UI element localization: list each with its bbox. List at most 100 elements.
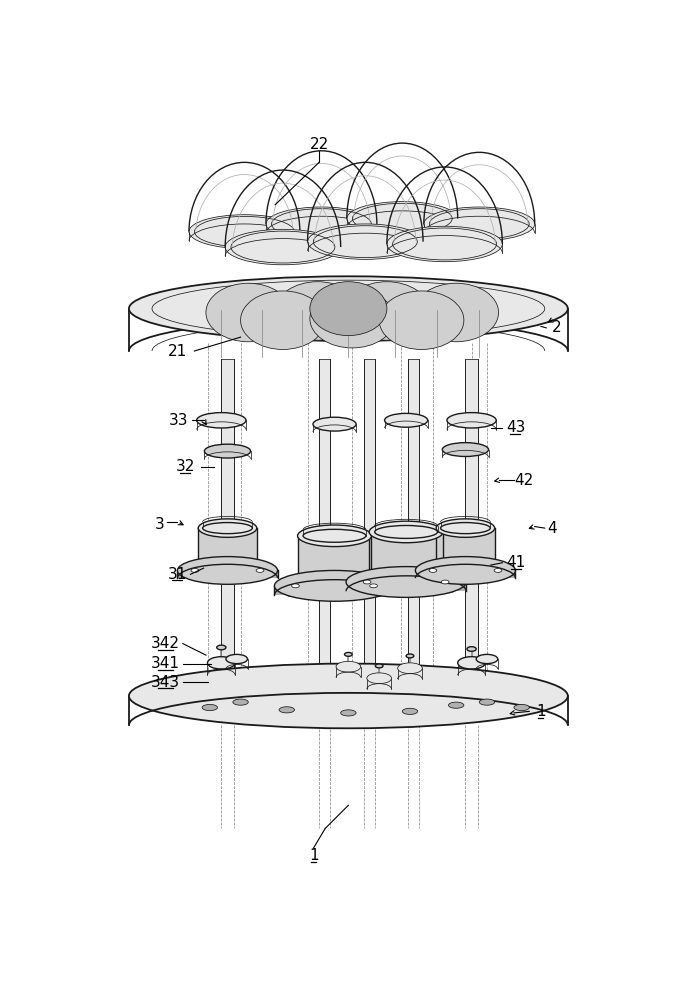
Ellipse shape: [226, 654, 248, 664]
Ellipse shape: [467, 647, 476, 651]
Ellipse shape: [442, 587, 455, 593]
Ellipse shape: [310, 289, 394, 348]
Text: 3: 3: [155, 517, 164, 532]
Ellipse shape: [375, 664, 383, 668]
Ellipse shape: [369, 521, 443, 543]
Text: 32: 32: [175, 459, 195, 474]
Text: 33: 33: [169, 413, 189, 428]
Ellipse shape: [371, 590, 383, 597]
Bar: [465, 359, 478, 682]
Ellipse shape: [414, 283, 498, 342]
Ellipse shape: [341, 710, 356, 716]
Ellipse shape: [275, 282, 360, 340]
Ellipse shape: [429, 569, 437, 572]
Text: 42: 42: [514, 473, 534, 488]
Ellipse shape: [479, 699, 495, 705]
Polygon shape: [416, 570, 515, 578]
Bar: [409, 359, 419, 682]
Ellipse shape: [441, 580, 449, 584]
Ellipse shape: [369, 584, 378, 588]
Ellipse shape: [448, 702, 464, 708]
Ellipse shape: [286, 590, 298, 597]
Ellipse shape: [367, 673, 392, 684]
Polygon shape: [297, 536, 371, 586]
Ellipse shape: [371, 583, 383, 589]
Ellipse shape: [129, 276, 568, 341]
Ellipse shape: [310, 282, 387, 336]
Ellipse shape: [202, 704, 217, 711]
Ellipse shape: [406, 654, 414, 658]
Text: 341: 341: [151, 656, 180, 671]
Ellipse shape: [375, 525, 437, 538]
Bar: [221, 359, 234, 682]
Text: 1: 1: [309, 848, 318, 863]
Ellipse shape: [358, 587, 370, 593]
Ellipse shape: [291, 584, 299, 588]
Polygon shape: [177, 570, 278, 578]
Ellipse shape: [344, 282, 429, 340]
Ellipse shape: [198, 519, 257, 537]
Ellipse shape: [204, 444, 251, 458]
Ellipse shape: [416, 557, 515, 584]
Ellipse shape: [436, 519, 495, 537]
Text: 1: 1: [536, 704, 546, 719]
Ellipse shape: [279, 707, 295, 713]
Ellipse shape: [346, 567, 466, 597]
Ellipse shape: [387, 226, 502, 262]
Ellipse shape: [313, 417, 356, 431]
Ellipse shape: [514, 704, 530, 711]
Ellipse shape: [347, 202, 458, 235]
Ellipse shape: [191, 569, 199, 572]
Text: 342: 342: [151, 636, 180, 651]
Polygon shape: [274, 586, 394, 595]
Ellipse shape: [225, 229, 341, 265]
Ellipse shape: [206, 283, 291, 342]
Text: 21: 21: [168, 344, 187, 359]
Ellipse shape: [441, 523, 490, 534]
Ellipse shape: [424, 207, 534, 241]
Ellipse shape: [442, 579, 455, 585]
Ellipse shape: [476, 654, 498, 664]
Ellipse shape: [458, 657, 485, 669]
Ellipse shape: [202, 523, 253, 534]
Ellipse shape: [189, 215, 300, 249]
Ellipse shape: [308, 224, 423, 259]
Text: 343: 343: [151, 675, 180, 690]
Ellipse shape: [240, 291, 325, 349]
Ellipse shape: [398, 663, 422, 674]
Text: 2: 2: [551, 320, 561, 335]
Polygon shape: [369, 532, 443, 582]
Ellipse shape: [303, 529, 366, 542]
Ellipse shape: [256, 569, 264, 572]
Ellipse shape: [274, 570, 394, 601]
Polygon shape: [346, 582, 466, 591]
Bar: [319, 359, 330, 682]
Ellipse shape: [363, 580, 371, 584]
Text: 22: 22: [310, 137, 329, 152]
Ellipse shape: [129, 664, 568, 728]
Ellipse shape: [286, 583, 298, 589]
Ellipse shape: [208, 657, 235, 669]
Ellipse shape: [494, 569, 502, 572]
Polygon shape: [436, 528, 495, 570]
Ellipse shape: [266, 207, 377, 241]
Ellipse shape: [358, 579, 370, 585]
Ellipse shape: [217, 645, 226, 650]
Ellipse shape: [402, 708, 418, 714]
Ellipse shape: [336, 661, 361, 672]
Text: 31: 31: [168, 567, 187, 582]
Ellipse shape: [297, 525, 371, 547]
Ellipse shape: [379, 291, 464, 349]
Polygon shape: [198, 528, 257, 570]
Bar: [364, 359, 375, 682]
Text: 43: 43: [506, 420, 525, 436]
Text: 41: 41: [507, 555, 526, 570]
Ellipse shape: [233, 699, 249, 705]
Ellipse shape: [197, 413, 246, 428]
Ellipse shape: [447, 413, 496, 428]
Ellipse shape: [344, 652, 352, 656]
Ellipse shape: [177, 557, 278, 584]
Ellipse shape: [384, 413, 428, 427]
Text: 4: 4: [547, 521, 557, 536]
Ellipse shape: [442, 443, 488, 456]
